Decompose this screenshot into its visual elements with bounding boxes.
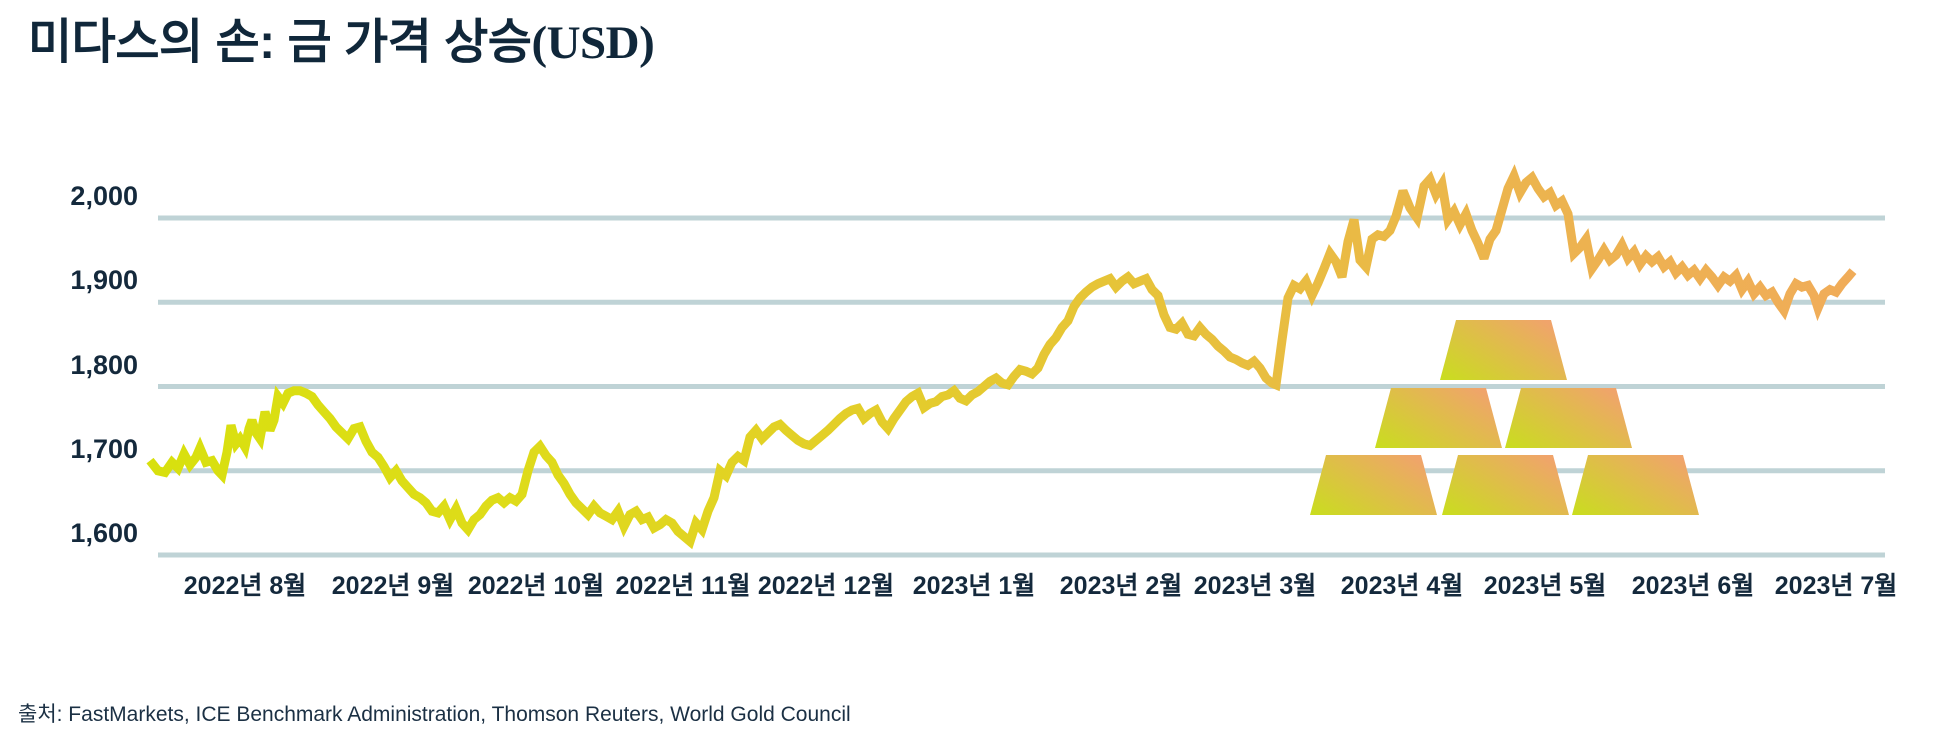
x-axis-label: 2023년 7월 (1774, 572, 1898, 600)
x-axis-label: 2023년 6월 (1631, 572, 1755, 600)
x-axis-label: 2023년 3월 (1193, 572, 1317, 600)
gold-bar-icon (1442, 455, 1569, 515)
gold-bar-icon (1440, 320, 1567, 380)
x-axis-label: 2022년 8월 (183, 572, 307, 600)
y-axis-label: 1,700 (70, 433, 138, 464)
x-axis-label: 2023년 2월 (1059, 572, 1183, 600)
page-title-usd: (USD) (531, 17, 655, 69)
x-axis-label: 2022년 12월 (757, 572, 895, 600)
gold-bar-icon (1310, 455, 1437, 515)
page-title-korean: 미다스의 손: 금 가격 상승 (28, 16, 532, 69)
gold-bar-icon (1572, 455, 1699, 515)
y-axis-label: 1,800 (70, 349, 138, 380)
y-axis-label: 1,600 (70, 518, 138, 548)
gold-bar-icon (1375, 388, 1502, 448)
x-axis-label: 2023년 5월 (1483, 572, 1607, 600)
gold-bar-icon (1505, 388, 1632, 448)
x-axis-label: 2023년 1월 (912, 572, 1036, 600)
gold-price-line (146, 164, 1857, 550)
source-text: 출처: FastMarkets, ICE Benchmark Administr… (18, 703, 851, 726)
x-axis-label: 2022년 10월 (467, 572, 605, 600)
page-title: 미다스의 손: 금 가격 상승(USD) (28, 2, 655, 72)
x-axis-label: 2022년 11월 (615, 572, 751, 600)
y-axis-label: 2,000 (70, 181, 138, 211)
x-axis-label: 2022년 9월 (331, 572, 455, 600)
x-axis-label: 2023년 4월 (1340, 572, 1464, 600)
y-axis-label: 1,900 (70, 265, 138, 296)
